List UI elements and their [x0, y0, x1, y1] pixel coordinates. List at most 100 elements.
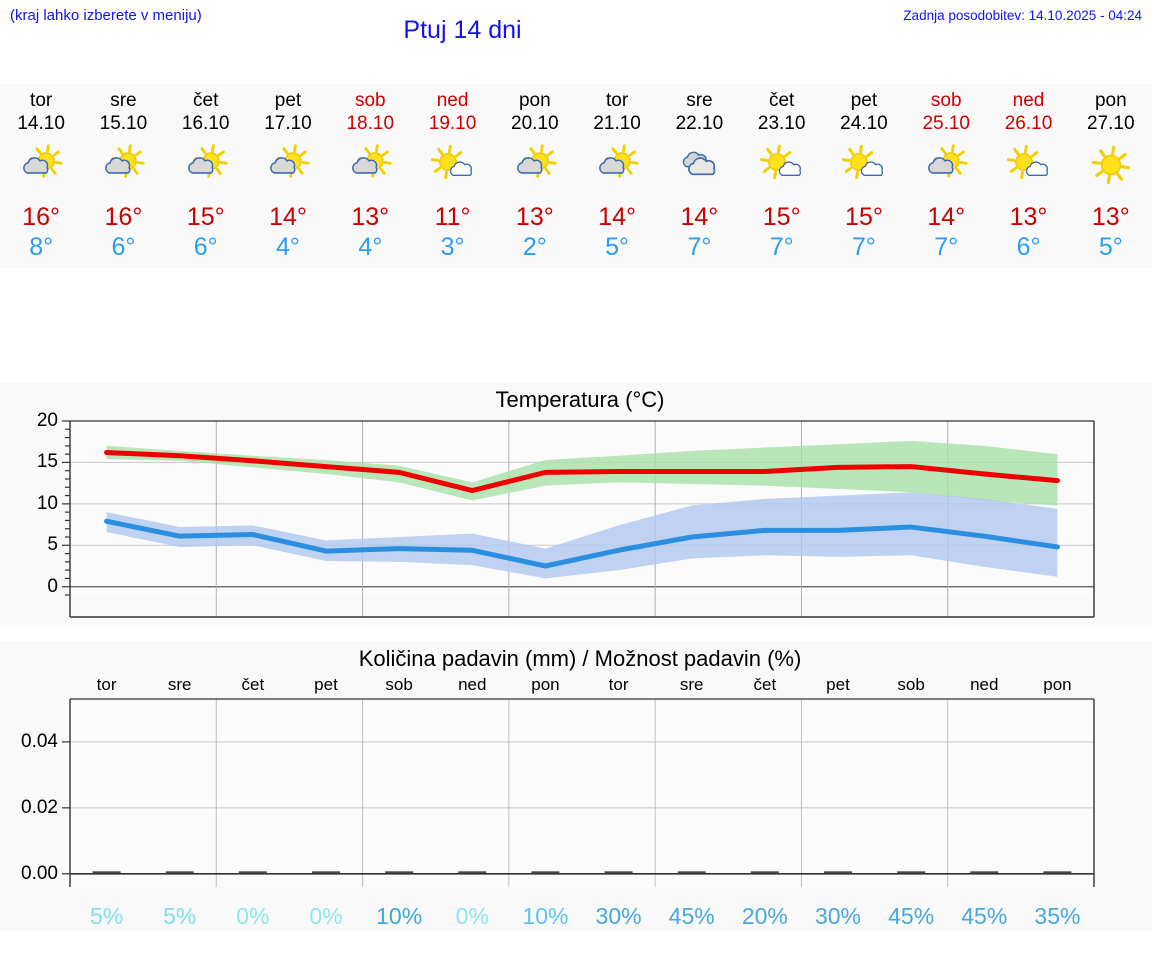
mostly-sunny-icon — [1005, 139, 1053, 191]
day-max-temperature: 11° — [434, 203, 471, 231]
day-min-temperature: 8° — [29, 233, 54, 261]
precipitation-y-tick-label: 0.02 — [21, 796, 58, 818]
precipitation-day-label: pon — [531, 675, 560, 694]
precipitation-probability-label: 10% — [522, 903, 569, 929]
day-of-week-label: tor — [606, 90, 629, 111]
day-min-temperature: 2° — [522, 233, 547, 261]
precipitation-chart-title: Količina padavin (mm) / Možnost padavin … — [358, 646, 802, 671]
precipitation-probability-label: 0% — [236, 903, 270, 929]
day-max-temperature: 14° — [680, 203, 719, 231]
day-of-week-label: ned — [1012, 90, 1045, 111]
precipitation-y-tick-label: 0.00 — [21, 862, 58, 884]
forecast-day-column[interactable]: pon 27.10 13° 5° — [1070, 84, 1152, 269]
day-date-label: 25.10 — [922, 113, 970, 134]
precipitation-probability-label: 20% — [741, 903, 788, 929]
forecast-day-column[interactable]: ned 26.10 13° 6° — [987, 84, 1069, 269]
precipitation-day-label: sre — [679, 675, 704, 694]
day-max-temperature: 13° — [515, 203, 554, 231]
day-date-label: 21.10 — [593, 113, 641, 134]
forecast-day-column[interactable]: sob 18.10 13° 4° — [329, 84, 411, 269]
forecast-day-column[interactable]: čet 16.10 15° 6° — [165, 84, 247, 269]
precipitation-day-label: sob — [897, 675, 925, 694]
day-of-week-label: sob — [354, 90, 386, 111]
day-of-week-label: čet — [193, 90, 219, 111]
day-min-temperature: 6° — [1016, 233, 1041, 261]
precipitation-day-label: tor — [96, 675, 117, 694]
precipitation-day-label: sre — [167, 675, 192, 694]
partly-cloudy-icon — [346, 139, 394, 191]
mostly-sunny-icon — [758, 139, 806, 191]
day-of-week-label: pet — [850, 90, 878, 111]
cloudy-icon — [675, 139, 723, 191]
day-of-week-label: tor — [30, 90, 53, 111]
day-max-temperature: 15° — [186, 203, 225, 231]
day-max-temperature: 13° — [1009, 203, 1048, 231]
precipitation-probability-label: 30% — [814, 903, 862, 929]
partly-cloudy-icon — [511, 139, 559, 191]
menu-hint-text: (kraj lahko izberete v meniju) — [10, 7, 202, 24]
forecast-day-column[interactable]: čet 23.10 15° 7° — [741, 84, 823, 269]
precipitation-probability-label: 5% — [89, 903, 124, 929]
day-max-temperature: 14° — [269, 203, 307, 231]
partly-cloudy-icon — [17, 139, 65, 191]
partly-cloudy-icon — [182, 139, 230, 191]
precipitation-y-tick-label: 0.04 — [21, 730, 58, 752]
day-min-temperature: 7° — [852, 233, 876, 261]
forecast-day-column[interactable]: sre 15.10 16° 6° — [82, 84, 164, 269]
sunny-icon — [1087, 139, 1135, 191]
partly-cloudy-icon — [922, 139, 970, 191]
day-min-temperature: 7° — [934, 233, 959, 261]
day-date-label: 23.10 — [757, 113, 806, 134]
day-min-temperature: 7° — [687, 233, 712, 261]
forecast-day-column[interactable]: ned 19.10 11° 3° — [411, 84, 493, 269]
precipitation-chart-panel: Količina padavin (mm) / Možnost padavin … — [0, 641, 1152, 931]
last-update-text: Zadnja posodobitev: 14.10.2025 - 04:24 — [903, 8, 1142, 23]
day-min-temperature: 6° — [111, 233, 136, 261]
forecast-day-column[interactable]: pet 24.10 15° 7° — [823, 84, 905, 269]
day-date-label: 16.10 — [181, 113, 230, 134]
precipitation-day-label: čet — [753, 675, 777, 694]
precipitation-probability-label: 35% — [1034, 903, 1081, 929]
day-of-week-label: sre — [110, 90, 137, 111]
temperature-y-tick-label: 20 — [36, 410, 58, 431]
day-date-label: 14.10 — [17, 113, 65, 134]
forecast-day-column[interactable]: pet 17.10 14° 4° — [247, 84, 329, 269]
partly-cloudy-icon — [99, 139, 147, 191]
day-max-temperature: 15° — [762, 203, 801, 231]
temperature-y-tick-label: 10 — [36, 492, 58, 514]
page-title: Ptuj 14 dni — [403, 16, 522, 44]
temperature-chart-title: Temperatura (°C) — [495, 387, 665, 412]
precipitation-day-label: čet — [241, 675, 265, 694]
precipitation-day-label: sob — [385, 675, 413, 694]
mostly-sunny-icon — [840, 139, 888, 191]
day-date-label: 20.10 — [511, 113, 559, 134]
day-date-label: 19.10 — [428, 113, 477, 134]
day-max-temperature: 13° — [351, 203, 390, 231]
day-min-temperature: 6° — [193, 233, 218, 261]
forecast-day-column[interactable]: tor 14.10 16° 8° — [0, 84, 82, 269]
mostly-sunny-icon — [429, 139, 477, 191]
forecast-day-column[interactable]: tor 21.10 14° 5° — [576, 84, 658, 269]
day-date-label: 24.10 — [840, 113, 888, 134]
day-of-week-label: pon — [1094, 90, 1127, 111]
day-min-temperature: 4° — [358, 233, 383, 261]
precipitation-day-label: pet — [314, 675, 338, 694]
forecast-day-column[interactable]: sre 22.10 14° 7° — [658, 84, 740, 269]
precipitation-probability-label: 30% — [595, 903, 642, 929]
temperature-y-tick-label: 0 — [47, 575, 58, 597]
day-max-temperature: 14° — [598, 203, 637, 231]
precipitation-chart-svg — [62, 698, 1095, 887]
day-min-temperature: 7° — [769, 233, 794, 261]
forecast-day-column[interactable]: sob 25.10 14° 7° — [905, 84, 987, 269]
precipitation-day-label: tor — [608, 675, 629, 694]
day-max-temperature: 13° — [1091, 203, 1130, 231]
day-min-temperature: 3° — [440, 233, 465, 261]
day-max-temperature: 15° — [845, 203, 883, 231]
precipitation-probability-label: 10% — [376, 903, 423, 929]
precipitation-day-label: pet — [826, 675, 850, 694]
precipitation-probability-label: 0% — [455, 903, 489, 929]
day-of-week-label: ned — [436, 90, 469, 111]
forecast-day-column[interactable]: pon 20.10 13° 2° — [494, 84, 576, 269]
day-date-label: 22.10 — [675, 113, 724, 134]
